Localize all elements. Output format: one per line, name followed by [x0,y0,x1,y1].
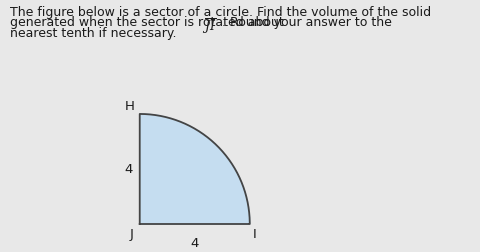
Text: J: J [130,227,133,240]
Polygon shape [140,114,250,224]
Text: 4: 4 [124,163,132,176]
Text: . Round your answer to the: . Round your answer to the [222,16,392,29]
Text: H: H [125,99,135,112]
Text: $\overline{JI}$: $\overline{JI}$ [202,16,216,36]
Text: 4: 4 [191,236,199,248]
Text: The figure below is a sector of a circle. Find the volume of the solid: The figure below is a sector of a circle… [10,6,431,19]
Text: I: I [253,227,257,240]
Text: nearest tenth if necessary.: nearest tenth if necessary. [10,26,176,39]
Text: generated when the sector is rotated about: generated when the sector is rotated abo… [10,16,288,29]
